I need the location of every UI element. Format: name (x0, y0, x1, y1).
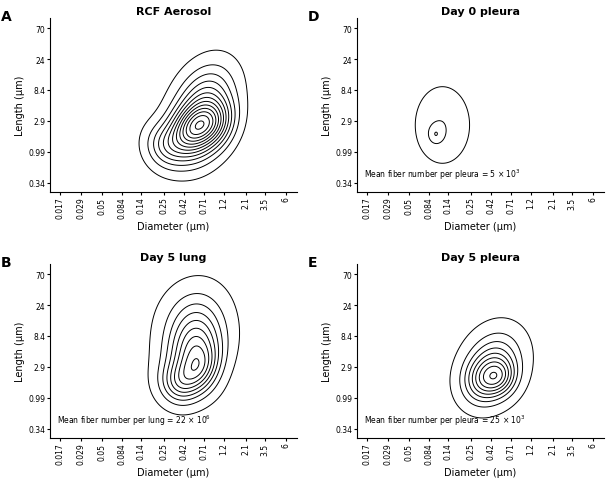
Text: Mean fiber number per lung = 22 $\times$ 10$^{6}$: Mean fiber number per lung = 22 $\times$… (57, 413, 211, 427)
Text: A: A (1, 11, 12, 24)
Title: RCF Aerosol: RCF Aerosol (136, 7, 211, 17)
Title: Day 5 lung: Day 5 lung (141, 252, 207, 262)
Y-axis label: Length (μm): Length (μm) (322, 76, 332, 136)
Title: Day 0 pleura: Day 0 pleura (441, 7, 520, 17)
X-axis label: Diameter (μm): Diameter (μm) (137, 222, 210, 232)
Y-axis label: Length (μm): Length (μm) (15, 321, 25, 381)
X-axis label: Diameter (μm): Diameter (μm) (444, 222, 516, 232)
Title: Day 5 pleura: Day 5 pleura (441, 252, 520, 262)
X-axis label: Diameter (μm): Diameter (μm) (444, 467, 516, 477)
Text: E: E (307, 256, 317, 270)
Text: B: B (1, 256, 11, 270)
Y-axis label: Length (μm): Length (μm) (15, 76, 25, 136)
X-axis label: Diameter (μm): Diameter (μm) (137, 467, 210, 477)
Y-axis label: Length (μm): Length (μm) (322, 321, 332, 381)
Text: Mean fiber number per pleura = 25 $\times$ 10$^{3}$: Mean fiber number per pleura = 25 $\time… (364, 413, 526, 427)
Text: D: D (307, 11, 319, 24)
Text: Mean fiber number per pleura = 5 $\times$ 10$^{3}$: Mean fiber number per pleura = 5 $\times… (364, 167, 521, 182)
